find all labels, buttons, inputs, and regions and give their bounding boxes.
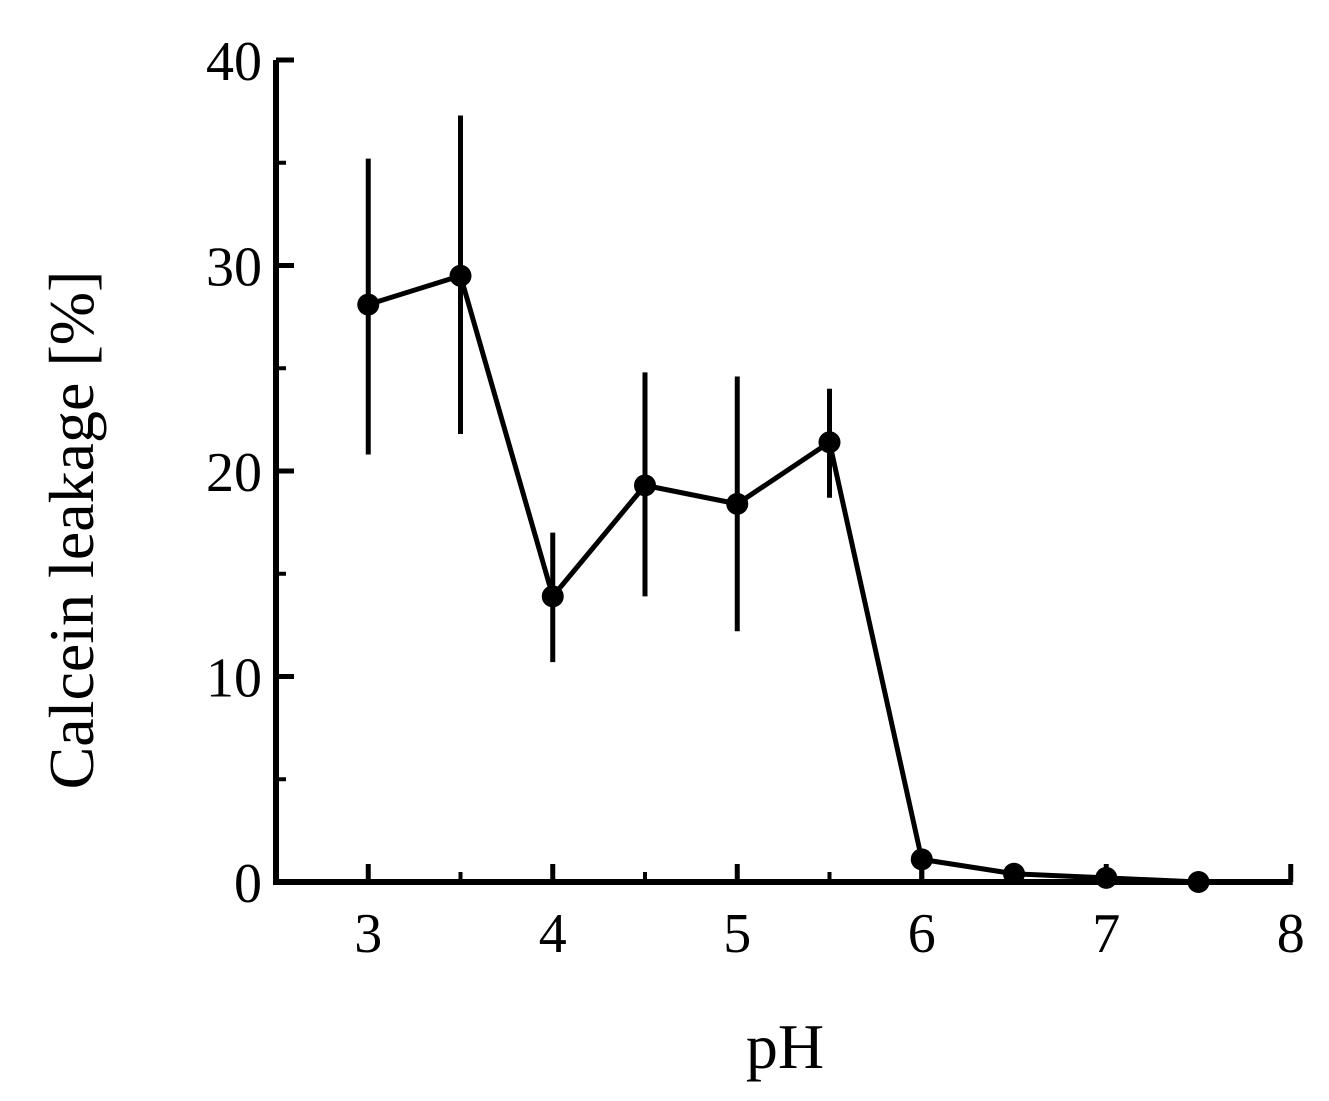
data-point-marker — [449, 264, 472, 287]
x-tick-label: 6 — [908, 903, 936, 965]
y-tick-label: 30 — [206, 237, 262, 299]
x-axis-title: pH — [746, 1011, 824, 1082]
x-tick-label: 8 — [1277, 903, 1305, 965]
y-tick-label: 40 — [206, 31, 262, 93]
data-point-marker — [818, 431, 841, 454]
y-tick-label: 20 — [206, 442, 262, 504]
data-point-marker — [910, 848, 933, 871]
data-point-marker — [541, 585, 564, 608]
data-point-marker — [1095, 866, 1118, 889]
x-tick-label: 5 — [723, 903, 751, 965]
y-tick-label: 0 — [234, 853, 262, 915]
data-series — [357, 115, 1210, 893]
y-tick-label: 10 — [206, 648, 262, 710]
x-tick-label: 7 — [1092, 903, 1120, 965]
x-tick-label: 3 — [354, 903, 382, 965]
series-line — [367, 273, 1199, 885]
tick-labels: 0 10 20 30 40 3 4 5 6 7 8 — [206, 31, 1305, 965]
data-point-marker — [1187, 871, 1210, 893]
y-axis-title: Calcein leakage [%] — [36, 271, 107, 790]
data-point-marker — [1003, 862, 1025, 885]
data-point-marker — [634, 474, 656, 497]
data-point-marker — [726, 492, 749, 515]
x-tick-label: 4 — [539, 903, 567, 965]
data-point-marker — [357, 293, 380, 316]
